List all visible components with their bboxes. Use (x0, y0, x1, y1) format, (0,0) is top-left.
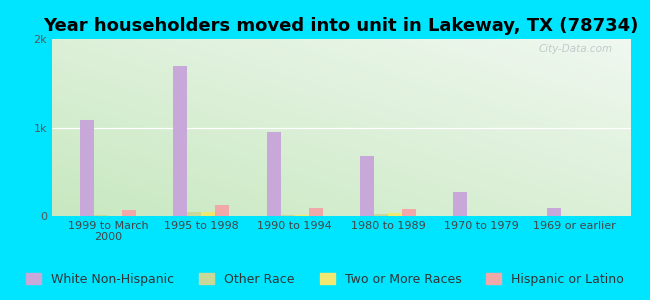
Bar (402, 209, 416, 216)
Title: Year householders moved into unit in Lakeway, TX (78734): Year householders moved into unit in Lak… (44, 17, 639, 35)
Bar (309, 208, 322, 216)
Bar (187, 212, 202, 216)
Bar (202, 212, 215, 216)
Bar (388, 213, 402, 216)
Bar (122, 210, 136, 216)
Bar (94, 215, 108, 216)
Bar (374, 214, 388, 216)
Bar (174, 66, 187, 216)
Bar (281, 215, 294, 216)
Bar (453, 192, 467, 216)
Text: City-Data.com: City-Data.com (539, 44, 613, 54)
Bar (547, 208, 560, 216)
Bar (266, 132, 281, 216)
Bar (360, 156, 374, 216)
Legend: White Non-Hispanic, Other Race, Two or More Races, Hispanic or Latino: White Non-Hispanic, Other Race, Two or M… (21, 268, 629, 291)
Bar (294, 215, 309, 216)
Bar (215, 206, 229, 216)
Bar (80, 120, 94, 216)
